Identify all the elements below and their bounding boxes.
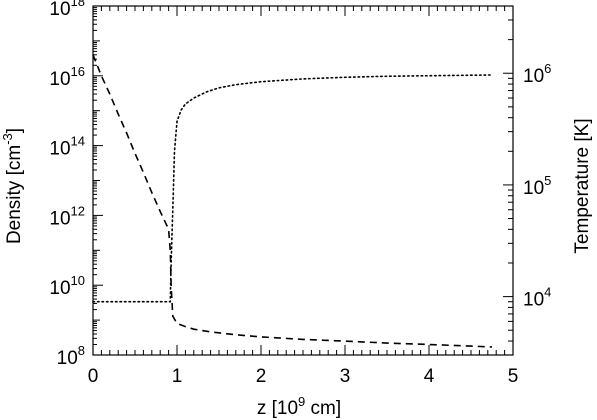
y-left-axis-label: Density [cm-3]	[0, 128, 25, 244]
y-right-axis-ticks: 104 105 106	[503, 5, 551, 356]
y-left-tick-label: 1018	[49, 0, 85, 20]
y-right-tick-label: 104	[523, 285, 551, 311]
y-left-tick-label: 1010	[49, 273, 85, 299]
x-tick-label: 0	[88, 366, 99, 387]
plot-border	[92, 5, 514, 356]
y-left-axis-ticks: 108 1010 1012 1014 1016 1018	[49, 0, 103, 369]
density-series-line	[92, 54, 493, 348]
x-axis-label: z [109 cm]	[257, 394, 341, 419]
x-tick-label: 4	[424, 366, 435, 387]
y-right-tick-label: 106	[523, 61, 551, 87]
y-left-tick-label: 108	[57, 343, 85, 369]
y-left-tick-label: 1014	[49, 134, 85, 160]
y-left-tick-label: 1012	[49, 203, 85, 229]
x-tick-label: 1	[172, 366, 183, 387]
x-tick-label: 3	[340, 366, 351, 387]
x-axis-ticks: 0 1 2 3 4 5	[88, 6, 519, 387]
y-right-axis-label: Temperature [K]	[572, 118, 593, 253]
plot-frame	[92, 5, 514, 356]
temperature-series-line	[92, 74, 493, 303]
y-right-tick-label: 105	[523, 173, 551, 199]
x-tick-label: 2	[256, 366, 267, 387]
series-layer	[92, 54, 493, 348]
x-tick-label: 5	[508, 366, 519, 387]
y-left-tick-label: 1016	[49, 64, 85, 90]
